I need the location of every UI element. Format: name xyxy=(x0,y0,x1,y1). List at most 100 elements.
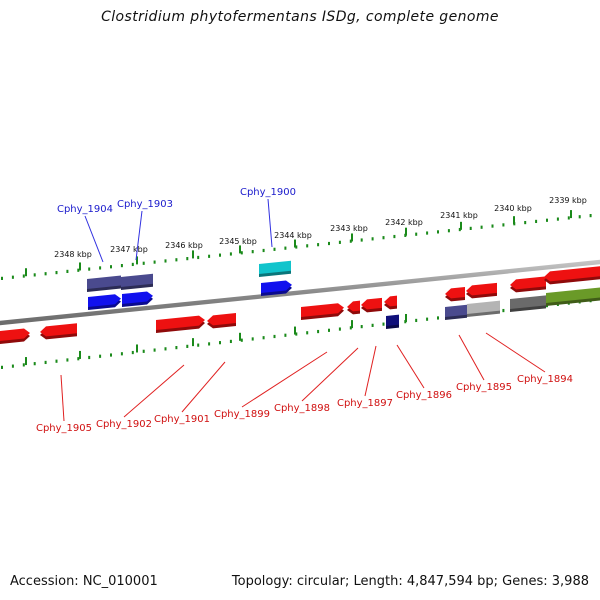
gene-red-1905[interactable] xyxy=(0,328,30,344)
scale-tick xyxy=(110,265,112,269)
gene-red-top-a[interactable] xyxy=(510,276,546,293)
scale-tick xyxy=(349,239,352,243)
scale-tick-major xyxy=(239,245,241,254)
scale-tick xyxy=(186,257,189,261)
gene-slate-c[interactable] xyxy=(445,304,467,320)
gene-red-1901[interactable] xyxy=(156,315,205,333)
scale-tick xyxy=(22,274,25,278)
scale-tick xyxy=(437,230,439,234)
scale-tick-major xyxy=(405,313,407,322)
genome-stats-text: Topology: circular; Length: 4,847,594 bp… xyxy=(231,574,589,589)
scale-tick xyxy=(153,260,156,264)
gene-body xyxy=(467,300,500,314)
scale-tick-label: 2340 kbp xyxy=(494,204,532,213)
scale-tick xyxy=(469,226,472,230)
scale-tick xyxy=(153,348,156,352)
scale-tick xyxy=(284,333,287,337)
scale-tick xyxy=(567,216,570,220)
gene-label[interactable]: Cphy_1902 xyxy=(96,419,152,430)
scale-tick xyxy=(349,326,352,330)
leader-line xyxy=(241,351,328,408)
gene-label[interactable]: Cphy_1900 xyxy=(240,187,296,198)
scale-tick-labels: 2348 kbp 2347 kbp 2346 kbp 2345 kbp 2344 kbp… xyxy=(54,196,587,259)
gene-olive[interactable] xyxy=(546,287,600,306)
gene-slate-a[interactable] xyxy=(87,275,121,292)
gene-body xyxy=(445,304,467,317)
scale-tick xyxy=(317,243,320,247)
gene-red-1899[interactable] xyxy=(207,313,236,329)
scale-tick-label: 2346 kbp xyxy=(165,241,203,250)
scale-tick-label: 2341 kbp xyxy=(440,211,478,220)
gene-body xyxy=(87,275,121,289)
gene-label[interactable]: Cphy_1894 xyxy=(517,374,573,385)
label-leader-lines xyxy=(60,198,546,422)
gene-label[interactable]: Cphy_1901 xyxy=(154,414,210,425)
scale-tick xyxy=(480,225,483,229)
scale-tick xyxy=(382,322,385,326)
scale-tick xyxy=(99,354,102,358)
gene-red-mid-b[interactable] xyxy=(466,282,497,299)
scale-ticks-upper xyxy=(1,210,592,280)
gene-cyan[interactable] xyxy=(259,260,291,277)
scale-tick xyxy=(491,224,494,228)
gene-red-1898[interactable] xyxy=(301,303,344,320)
gene-darkgrey[interactable] xyxy=(510,295,546,312)
leader-line xyxy=(267,198,273,248)
scale-tick xyxy=(44,360,47,365)
scale-tick xyxy=(273,247,276,251)
scale-tick xyxy=(33,362,36,366)
scale-tick-label: 2339 kbp xyxy=(549,196,587,205)
gene-label[interactable]: Cphy_1896 xyxy=(396,390,452,401)
gene-label[interactable]: Cphy_1899 xyxy=(214,409,270,420)
gene-label[interactable]: Cphy_1905 xyxy=(36,423,92,434)
scale-tick-major xyxy=(460,221,462,230)
scale-tick xyxy=(22,363,25,367)
gene-red-top-b[interactable] xyxy=(544,266,600,285)
gene-body xyxy=(40,323,77,337)
scale-tick xyxy=(371,323,374,327)
gene-body xyxy=(261,280,292,293)
gene-red-1896b[interactable] xyxy=(384,295,397,310)
scale-tick-major xyxy=(239,332,241,341)
scale-tick xyxy=(262,248,265,253)
gene-label[interactable]: Cphy_1903 xyxy=(117,199,173,210)
gene-blue-c[interactable] xyxy=(261,280,292,296)
gene-blue-a[interactable] xyxy=(88,294,121,310)
scale-tick xyxy=(1,276,3,280)
gene-label[interactable]: Cphy_1895 xyxy=(456,382,512,393)
gene-labels[interactable]: Cphy_1904 Cphy_1903 Cphy_1900 Cphy_1905 Cphy… xyxy=(36,187,573,434)
scale-tick xyxy=(328,241,330,246)
scale-tick xyxy=(142,349,145,353)
gene-body xyxy=(510,295,546,309)
scale-tick xyxy=(360,238,363,242)
gene-label[interactable]: Cphy_1897 xyxy=(337,398,393,409)
scale-tick xyxy=(502,223,505,227)
scale-tick xyxy=(360,325,363,329)
gene-grey[interactable] xyxy=(467,300,500,317)
gene-body xyxy=(544,266,600,282)
gene-red-mid-a[interactable] xyxy=(445,286,465,302)
gene-red-1897[interactable] xyxy=(347,300,360,315)
scale-tick xyxy=(219,253,221,257)
gene-body xyxy=(259,260,291,274)
scale-tick xyxy=(77,268,80,272)
gene-features[interactable] xyxy=(0,260,600,344)
gene-label[interactable]: Cphy_1904 xyxy=(57,204,113,215)
scale-tick xyxy=(1,365,3,369)
scale-tick xyxy=(88,267,91,271)
gene-navy[interactable] xyxy=(386,314,399,329)
gene-blue-b[interactable] xyxy=(122,291,153,307)
scale-tick xyxy=(502,308,505,313)
scale-tick-major xyxy=(192,338,194,347)
scale-tick xyxy=(33,273,36,277)
gene-label[interactable]: Cphy_1898 xyxy=(274,403,330,414)
gene-red-1896a[interactable] xyxy=(361,297,382,313)
gene-slate-b[interactable] xyxy=(121,273,153,290)
scale-tick xyxy=(186,344,189,348)
gene-body xyxy=(384,295,397,307)
leader-line xyxy=(135,210,143,261)
scale-tick-major xyxy=(136,344,138,353)
scale-tick xyxy=(110,353,112,357)
gene-red-1902[interactable] xyxy=(40,323,77,340)
